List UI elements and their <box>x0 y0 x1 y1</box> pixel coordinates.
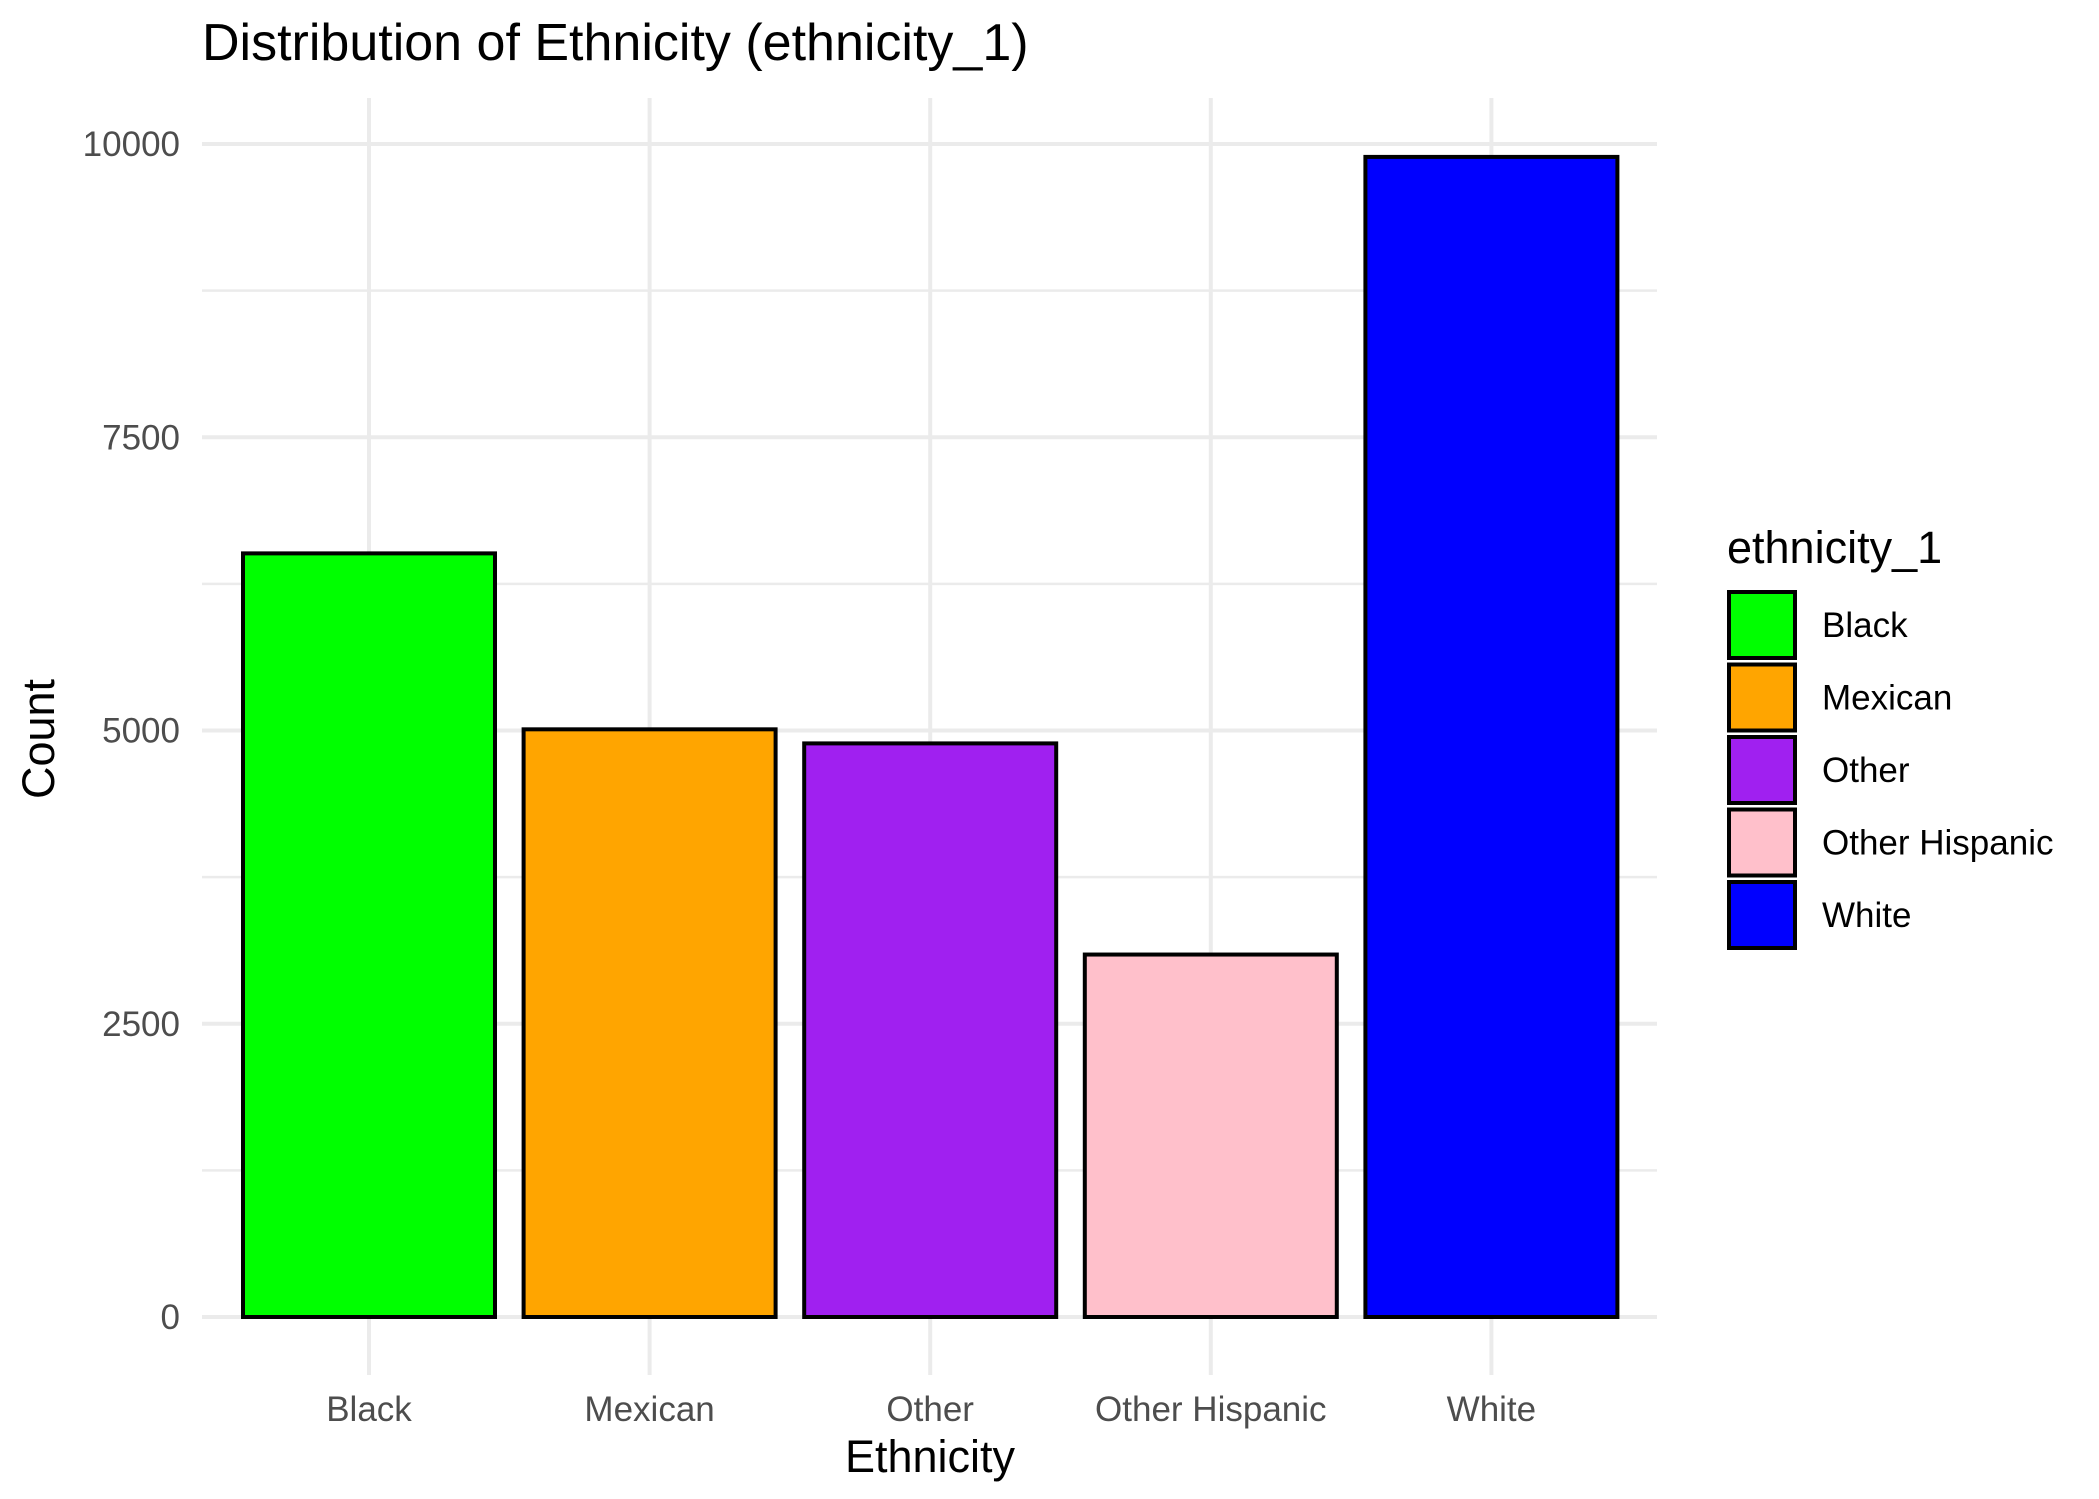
legend-key-white <box>1727 880 1797 950</box>
legend: ethnicity_1 Black Mexican Other Other Hispa… <box>1727 522 2053 950</box>
bar-mexican <box>521 727 778 1319</box>
y-axis-ticks: 0 2500 5000 7500 10000 <box>83 125 180 1337</box>
legend-key-mexican <box>1727 662 1797 733</box>
legend-label: Other <box>1822 751 1910 790</box>
legend-title: ethnicity_1 <box>1727 522 1942 573</box>
bar-black <box>241 551 497 1319</box>
legend-key-black <box>1727 590 1797 660</box>
legend-label: Black <box>1822 606 1908 645</box>
x-axis-ticks: Black Mexican Other Other Hispanic White <box>326 1390 1536 1429</box>
bar-white <box>1363 154 1620 1320</box>
y-tick-label: 10000 <box>83 125 180 164</box>
legend-label: White <box>1822 896 1911 935</box>
y-axis-title: Count <box>13 678 64 799</box>
y-tick-label: 2500 <box>102 1005 180 1044</box>
x-tick-label: Other <box>886 1390 974 1429</box>
x-axis-title: Ethnicity <box>845 1431 1016 1482</box>
x-tick-label: Black <box>326 1390 412 1429</box>
bars <box>241 154 1620 1320</box>
y-tick-label: 7500 <box>102 418 180 457</box>
legend-key-other <box>1727 735 1797 805</box>
chart-title: Distribution of Ethnicity (ethnicity_1) <box>202 14 1029 72</box>
legend-label: Other Hispanic <box>1822 824 2053 863</box>
legend-label: Mexican <box>1822 679 1952 718</box>
bar-other <box>802 741 1059 1319</box>
legend-key-other-hispanic <box>1727 807 1797 878</box>
y-tick-label: 0 <box>161 1298 180 1337</box>
x-tick-label: Mexican <box>584 1390 714 1429</box>
bar-other-hispanic <box>1082 952 1339 1320</box>
y-tick-label: 5000 <box>102 712 180 751</box>
x-tick-label: Other Hispanic <box>1095 1390 1326 1429</box>
x-tick-label: White <box>1447 1390 1536 1429</box>
